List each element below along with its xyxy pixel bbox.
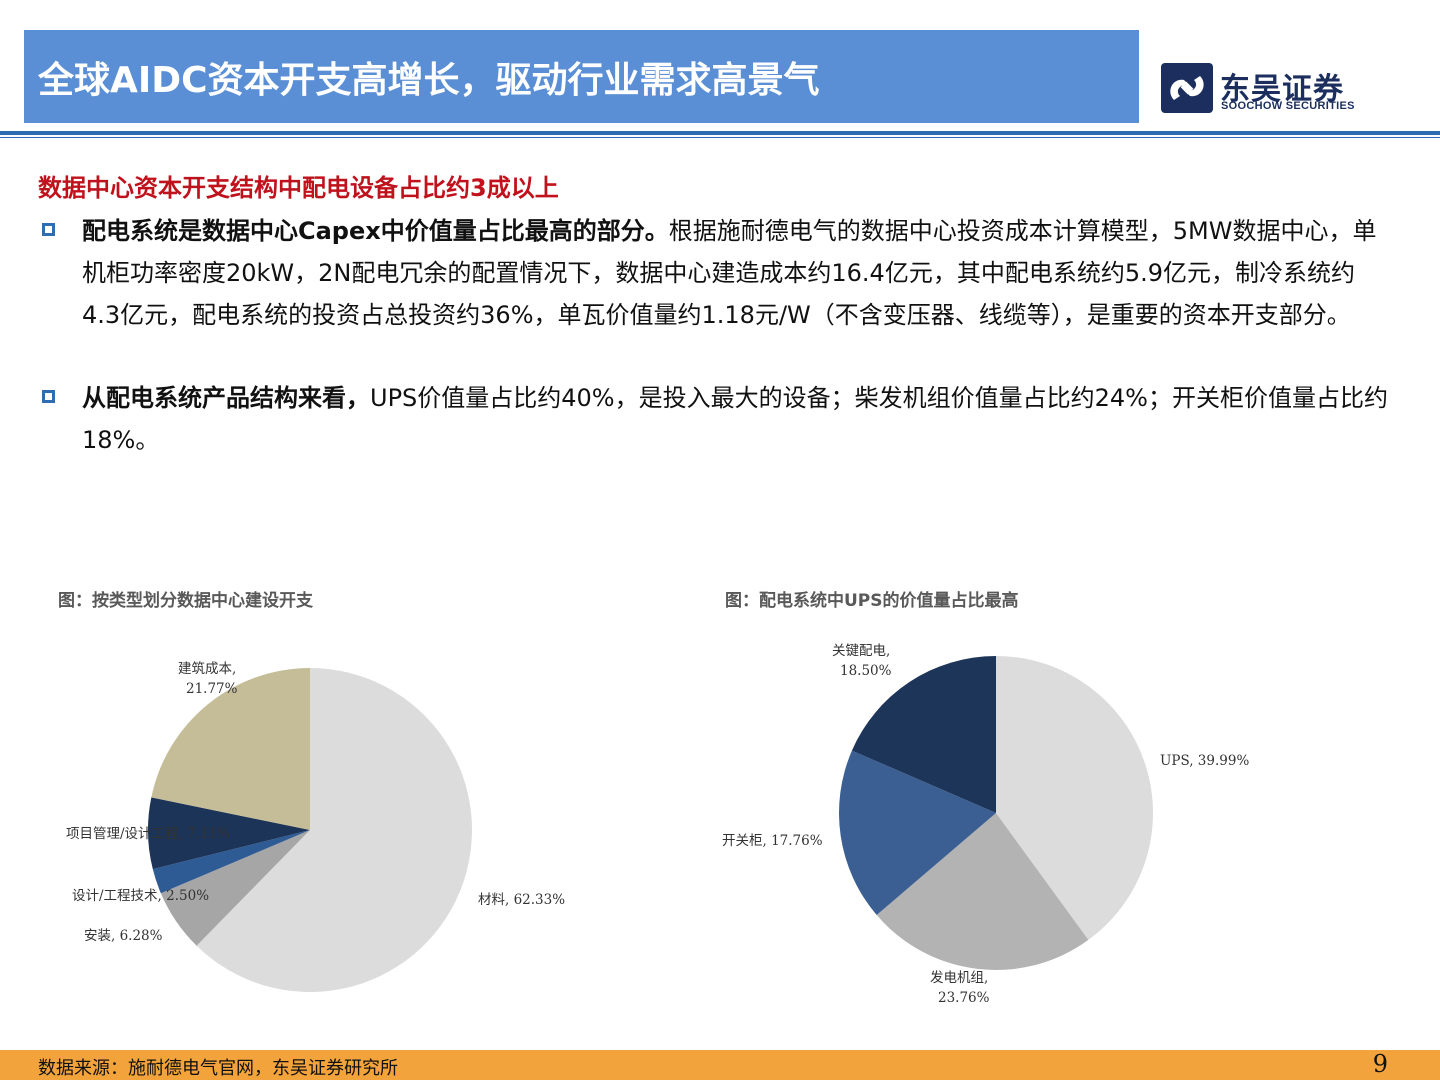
pie-data-label: 建筑成本, <box>178 661 236 677</box>
bullet-body: UPS价值量占比约40%，是投入最大的设备；柴发机组价值量占比约24%；开关柜价… <box>82 384 1388 454</box>
footer-bar: 数据来源：施耐德电气官网，东吴证券研究所 9 <box>0 1050 1440 1080</box>
pie-slice-1-4 <box>148 797 310 870</box>
pie-data-label: 21.77% <box>186 681 238 697</box>
pie-data-label: 项目管理/设计工程, 7.11% <box>66 826 230 842</box>
header-divider-thin <box>0 137 1440 138</box>
bullet-item: 从配电系统产品结构来看，UPS价值量占比约40%，是投入最大的设备；柴发机组价值… <box>38 377 1388 461</box>
square-bullet-icon <box>42 223 55 236</box>
bullet-item: 配电系统是数据中心Capex中价值量占比最高的部分。根据施耐德电气的数据中心投资… <box>38 210 1388 336</box>
title-bar: 全球AIDC资本开支高增长，驱动行业需求高景气 <box>24 30 1139 123</box>
company-logo: 东吴证券 SOOCHOW SECURITIES <box>1160 62 1400 118</box>
pie-slice-2-2 <box>876 813 1089 970</box>
bullet-bold-lead: 从配电系统产品结构来看， <box>82 384 370 412</box>
pie-slice-1-2 <box>160 830 310 946</box>
pie-slice-1-3 <box>152 830 310 894</box>
pie-slice-2-4 <box>851 656 996 813</box>
page-number: 9 <box>1372 1050 1388 1078</box>
pie-data-label: UPS, 39.99% <box>1160 753 1249 769</box>
chart-title-construction: 图：按类型划分数据中心建设开支 <box>58 591 313 611</box>
data-source: 数据来源：施耐德电气官网，东吴证券研究所 <box>38 1058 398 1079</box>
chart-title-power-distribution: 图：配电系统中UPS的价值量占比最高 <box>725 591 1019 611</box>
page-title: 全球AIDC资本开支高增长，驱动行业需求高景气 <box>38 59 820 101</box>
soochow-logo-icon <box>1161 63 1213 113</box>
pie-data-label: 开关柜, 17.76% <box>722 833 823 849</box>
logo-chinese-name: 东吴证券 <box>1220 72 1344 107</box>
section-subheading: 数据中心资本开支结构中配电设备占比约3成以上 <box>38 174 559 202</box>
bullet-bold-lead: 配电系统是数据中心Capex中价值量占比最高的部分。 <box>82 217 669 245</box>
bullet-body: 根据施耐德电气的数据中心投资成本计算模型，5MW数据中心，单机柜功率密度20kW… <box>82 217 1377 329</box>
pie-data-label: 材料, 62.33% <box>478 892 565 908</box>
pie-slice-1-5 <box>151 668 310 830</box>
pie-slice-1-1 <box>196 668 473 993</box>
header-divider <box>0 131 1440 135</box>
pie-slice-2-1 <box>996 656 1154 940</box>
square-bullet-icon <box>42 390 55 403</box>
pie-data-label: 18.50% <box>840 663 892 679</box>
pie-data-label: 设计/工程技术, 2.50% <box>72 888 209 904</box>
pie-data-label: 安装, 6.28% <box>84 928 163 944</box>
pie-slice-2-3 <box>839 750 996 916</box>
pie-data-label: 23.76% <box>938 990 990 1006</box>
logo-english-name: SOOCHOW SECURITIES <box>1221 100 1355 112</box>
pie-data-label: 关键配电, <box>832 643 890 659</box>
pie-data-label: 发电机组, <box>930 970 988 986</box>
